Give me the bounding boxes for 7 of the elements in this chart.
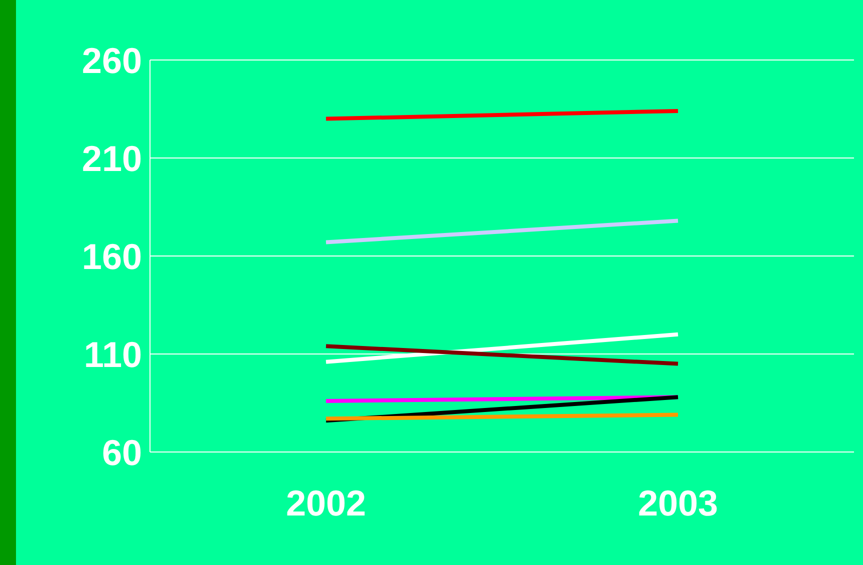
x-tick-label: 2003	[638, 482, 718, 524]
x-tick-label: 2002	[286, 482, 366, 524]
y-tick-label: 210	[82, 138, 142, 179]
y-tick-label: 260	[82, 40, 142, 81]
y-tick-label: 60	[102, 432, 142, 473]
y-tick-label: 110	[84, 334, 142, 375]
y-tick-label: 160	[82, 236, 142, 277]
